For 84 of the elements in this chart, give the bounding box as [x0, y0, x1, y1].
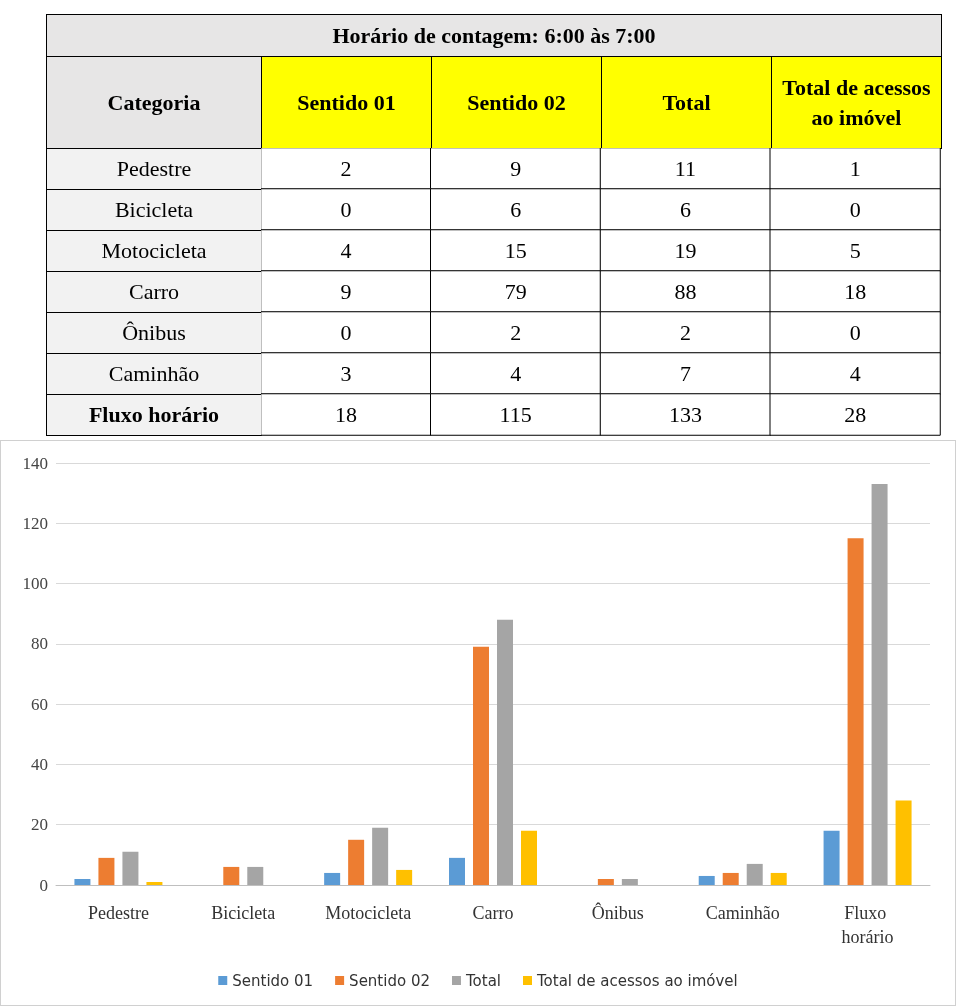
- y-tick-label: Carro: [46, 271, 262, 313]
- x-tick-label: Motocicleta: [325, 903, 412, 923]
- y-tick-label: Pedestre: [46, 148, 262, 190]
- bar: [449, 857, 465, 885]
- data-label: 6: [679, 197, 691, 222]
- bar: [372, 827, 389, 885]
- data-label: 4: [340, 238, 352, 263]
- y-tick-label: Ônibus: [46, 312, 262, 354]
- legend-label: Sentido 02: [349, 971, 430, 990]
- data-label: 0: [849, 320, 861, 345]
- y-tick-label: 40: [31, 754, 48, 774]
- x-tick-label: Total de acessos ao imóvel: [771, 56, 942, 149]
- bar: [348, 839, 365, 885]
- data-label: 9: [510, 156, 522, 181]
- data-label: 0: [340, 320, 352, 345]
- data-label: 2: [340, 156, 352, 181]
- bar: [770, 872, 787, 885]
- x-tick-label: Carro: [472, 903, 514, 923]
- data-label: 18: [844, 279, 867, 304]
- y-tick-label: Fluxo horário: [46, 394, 262, 436]
- bar: [895, 800, 912, 885]
- bar: [621, 878, 638, 885]
- bar: [74, 878, 91, 885]
- bar: [497, 619, 513, 885]
- x-tick-label: Caminhão: [705, 903, 780, 923]
- data-label: 7: [679, 361, 691, 386]
- bar: [223, 866, 240, 885]
- bar: [324, 872, 341, 885]
- data-label: 15: [504, 238, 527, 263]
- y-tick-label: Motocicleta: [46, 230, 262, 272]
- y-tick-label: Bicicleta: [46, 189, 262, 231]
- x-tick-label: Sentido 01: [261, 56, 432, 149]
- data-label: 6: [510, 197, 522, 222]
- x-tick-label: Bicicleta: [211, 903, 276, 923]
- data-label: 4: [510, 361, 522, 386]
- legend-label: Total de acessos ao imóvel: [536, 971, 738, 990]
- bar: [871, 484, 888, 885]
- data-label: 88: [674, 279, 697, 304]
- y-tick-label: 120: [22, 513, 48, 533]
- bar: [146, 881, 163, 885]
- bar: [98, 857, 115, 885]
- data-label: 28: [844, 402, 867, 427]
- y-tick-label: Caminhão: [46, 353, 262, 395]
- data-label: 0: [849, 197, 861, 222]
- y-tick-label: 80: [31, 634, 48, 654]
- data-label: 18: [334, 402, 357, 427]
- data-label: 11: [674, 156, 696, 181]
- y-tick-label: 100: [22, 574, 48, 594]
- data-label: 4: [849, 361, 861, 386]
- bar: [396, 869, 413, 885]
- bar: [698, 875, 715, 885]
- bar: [597, 878, 614, 885]
- x-tick-label: Pedestre: [87, 903, 149, 923]
- bar: [847, 538, 864, 885]
- data-label: 79: [504, 279, 527, 304]
- bar: [722, 872, 739, 885]
- y-tick-label: 60: [31, 694, 48, 714]
- x-tick-label: Ônibus: [591, 902, 644, 923]
- y-tick-label: 20: [31, 815, 48, 835]
- data-label: 133: [668, 402, 702, 427]
- data-label: 115: [499, 402, 532, 427]
- data-label: 2: [510, 320, 522, 345]
- x-tick-label: Total: [601, 56, 772, 149]
- x-tick-label: Sentido 02: [431, 56, 602, 149]
- data-label: 2: [679, 320, 691, 345]
- data-label: 1: [849, 156, 861, 181]
- x-tick-label: Fluxo horário: [841, 903, 894, 947]
- bar: [823, 830, 840, 885]
- legend-label: Total: [464, 971, 502, 990]
- chart-title: Horário de contagem: 6:00 às 7:00: [46, 14, 942, 57]
- bar: [746, 863, 763, 885]
- bar: [122, 851, 139, 885]
- y-tick-label: 0: [39, 875, 48, 895]
- data-label: 5: [849, 238, 861, 263]
- bar: [521, 830, 537, 885]
- y-axis-title: Categoria: [46, 56, 262, 149]
- bar: [247, 866, 264, 885]
- legend-label: Sentido 01: [232, 971, 314, 990]
- data-label: 9: [340, 279, 352, 304]
- data-label: 19: [674, 238, 697, 263]
- data-label: 0: [340, 197, 352, 222]
- y-tick-label: 140: [22, 453, 48, 473]
- data-label: 3: [340, 361, 352, 386]
- bar: [473, 646, 489, 885]
